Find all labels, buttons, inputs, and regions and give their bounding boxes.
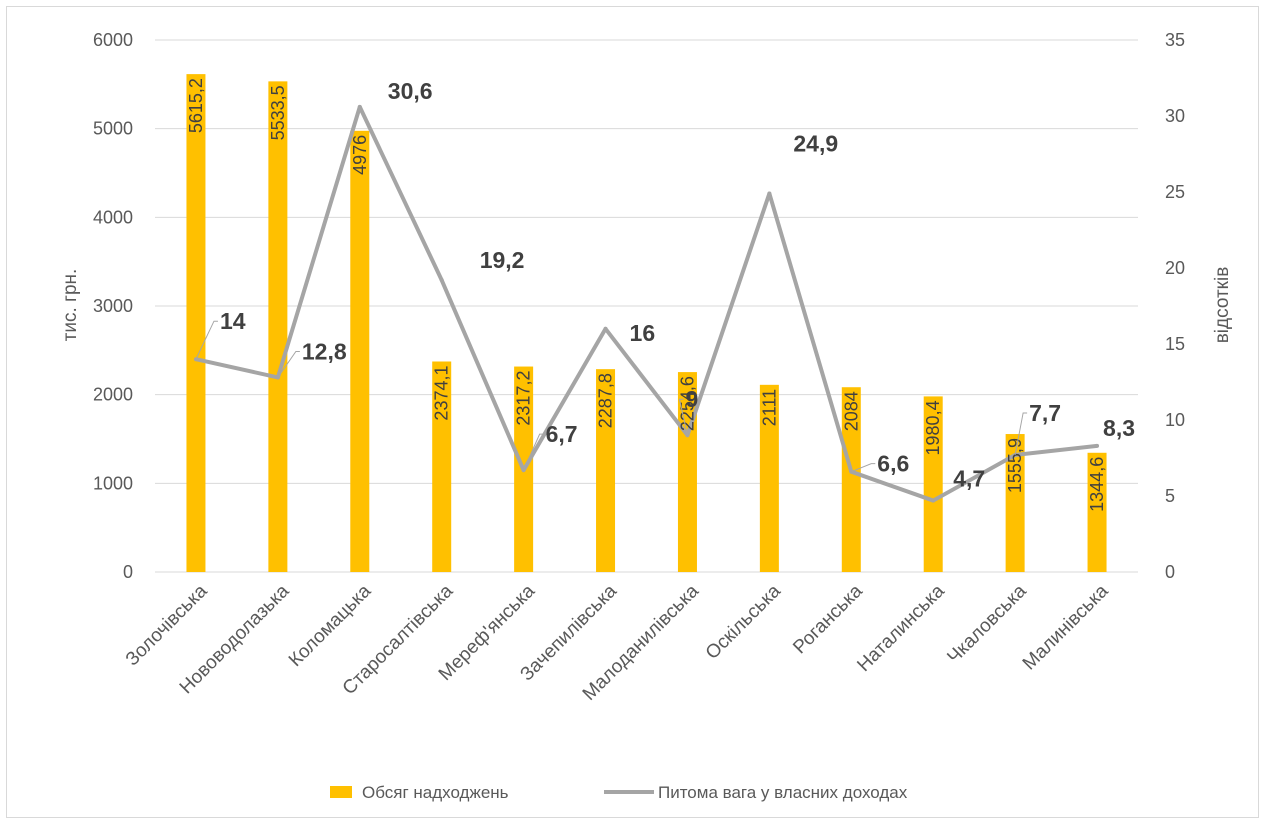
bar xyxy=(350,130,370,572)
y2-tick-label: 25 xyxy=(1165,182,1185,202)
bar-value-label: 1555,9 xyxy=(1005,438,1025,493)
line-point xyxy=(357,104,362,109)
line-point xyxy=(767,191,772,196)
bar-value-label: 2287,8 xyxy=(596,373,616,428)
bar-value-label: 2374,1 xyxy=(432,365,452,420)
y2-tick-label: 30 xyxy=(1165,106,1185,126)
y2-tick-label: 0 xyxy=(1165,562,1175,582)
bar-value-label: 2317,2 xyxy=(514,371,534,426)
legend: Обсяг надходжень Питома вага у власних д… xyxy=(330,783,908,802)
bar xyxy=(596,369,616,572)
bar-value-label: 4976 xyxy=(350,135,370,175)
y-tick-label: 2000 xyxy=(93,385,133,405)
line-value-label: 6,6 xyxy=(877,451,909,477)
line-value-label: 14 xyxy=(220,308,246,334)
bar xyxy=(432,361,452,572)
y-tick-label: 6000 xyxy=(93,30,133,50)
y2-axis-title: відсотків xyxy=(1212,267,1233,344)
chart-frame xyxy=(6,6,1259,818)
right-axis-ticks: 0 5 10 15 20 25 30 35 xyxy=(1165,30,1185,582)
bar-series xyxy=(186,74,1107,573)
category-label: Чкаловська xyxy=(943,580,1031,668)
category-label: Малинівська xyxy=(1019,580,1113,674)
leader-line xyxy=(1014,412,1028,456)
line-value-label: 7,7 xyxy=(1029,400,1061,426)
bar xyxy=(1005,434,1025,572)
y2-tick-label: 15 xyxy=(1165,334,1185,354)
bar-value-label: 5533,5 xyxy=(268,85,288,140)
line-point xyxy=(439,278,444,283)
bar-value-label: 2254,6 xyxy=(677,376,697,431)
line-value-label: 9 xyxy=(685,386,698,412)
y-tick-label: 1000 xyxy=(93,473,133,493)
line-value-label: 12,8 xyxy=(302,338,347,364)
y-tick-label: 4000 xyxy=(93,207,133,227)
line-data-labels: 14 12,8 30,6 19,2 6,7 16 9 24,9 6,6 4,7 7,7 8,3 xyxy=(195,78,1135,492)
bar-value-label: 2111 xyxy=(759,389,779,426)
category-label: Золочівська xyxy=(122,580,212,670)
category-labels: ЗолочівськаНововодолазькаКоломацькаСтаро… xyxy=(122,580,1113,705)
bar xyxy=(1087,452,1107,572)
legend-swatch-bars xyxy=(330,786,352,798)
line-point xyxy=(603,326,608,331)
legend-label-line: Питома вага у власних доходах xyxy=(658,783,908,802)
bar xyxy=(268,81,288,572)
leader-line xyxy=(277,350,300,378)
category-label: Роганська xyxy=(789,580,867,658)
y-axis-title: тис. грн. xyxy=(60,269,81,342)
line-value-label: 16 xyxy=(630,320,656,346)
bar-value-label: 1980,4 xyxy=(923,400,943,455)
leader-line xyxy=(523,433,544,471)
legend-label-bars: Обсяг надходжень xyxy=(362,783,509,802)
y2-tick-label: 5 xyxy=(1165,486,1175,506)
y2-tick-label: 10 xyxy=(1165,410,1185,430)
leader-line xyxy=(851,463,876,473)
category-label: Оскільська xyxy=(702,580,785,663)
line-value-label: 24,9 xyxy=(793,131,838,157)
y-tick-label: 3000 xyxy=(93,296,133,316)
line-path xyxy=(195,104,1098,503)
y2-tick-label: 35 xyxy=(1165,30,1185,50)
line-value-label: 30,6 xyxy=(388,78,433,104)
bar xyxy=(841,387,861,572)
category-label: Коломацька xyxy=(285,580,376,671)
y-tick-label: 5000 xyxy=(93,119,133,139)
line-value-label: 6,7 xyxy=(546,421,578,447)
leader-line xyxy=(678,398,688,436)
line-point xyxy=(931,498,936,503)
line-point xyxy=(1095,443,1100,448)
bar-value-label: 2084 xyxy=(841,391,861,431)
leader-line xyxy=(195,320,218,360)
category-label: Наталинська xyxy=(853,580,949,676)
bar-data-labels: 5615,2 5533,5 4976 2374,1 2317,2 2287,8 2254,6… xyxy=(186,78,1107,512)
bar xyxy=(186,74,206,573)
line-series xyxy=(193,104,1100,503)
bar xyxy=(923,396,943,572)
line-value-label: 8,3 xyxy=(1103,415,1135,441)
bar xyxy=(759,384,779,572)
bar-value-label: 1344,6 xyxy=(1087,457,1107,512)
line-value-label: 4,7 xyxy=(953,466,985,492)
y-tick-label: 0 xyxy=(123,562,133,582)
bar-value-label: 5615,2 xyxy=(186,78,206,133)
left-axis-ticks: 0 1000 2000 3000 4000 5000 6000 xyxy=(93,30,133,582)
y2-tick-label: 20 xyxy=(1165,258,1185,278)
line-value-label: 19,2 xyxy=(480,247,525,273)
gridlines xyxy=(155,39,1138,573)
